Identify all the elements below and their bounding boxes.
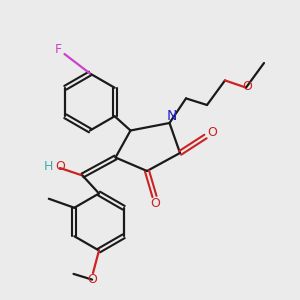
Text: N: N [167, 110, 177, 123]
Text: O: O [55, 160, 64, 173]
Text: F: F [54, 43, 61, 56]
Text: O: O [207, 126, 217, 140]
Text: O: O [87, 273, 97, 286]
Text: O: O [242, 80, 252, 93]
Text: H: H [44, 160, 53, 173]
Text: O: O [151, 196, 160, 210]
